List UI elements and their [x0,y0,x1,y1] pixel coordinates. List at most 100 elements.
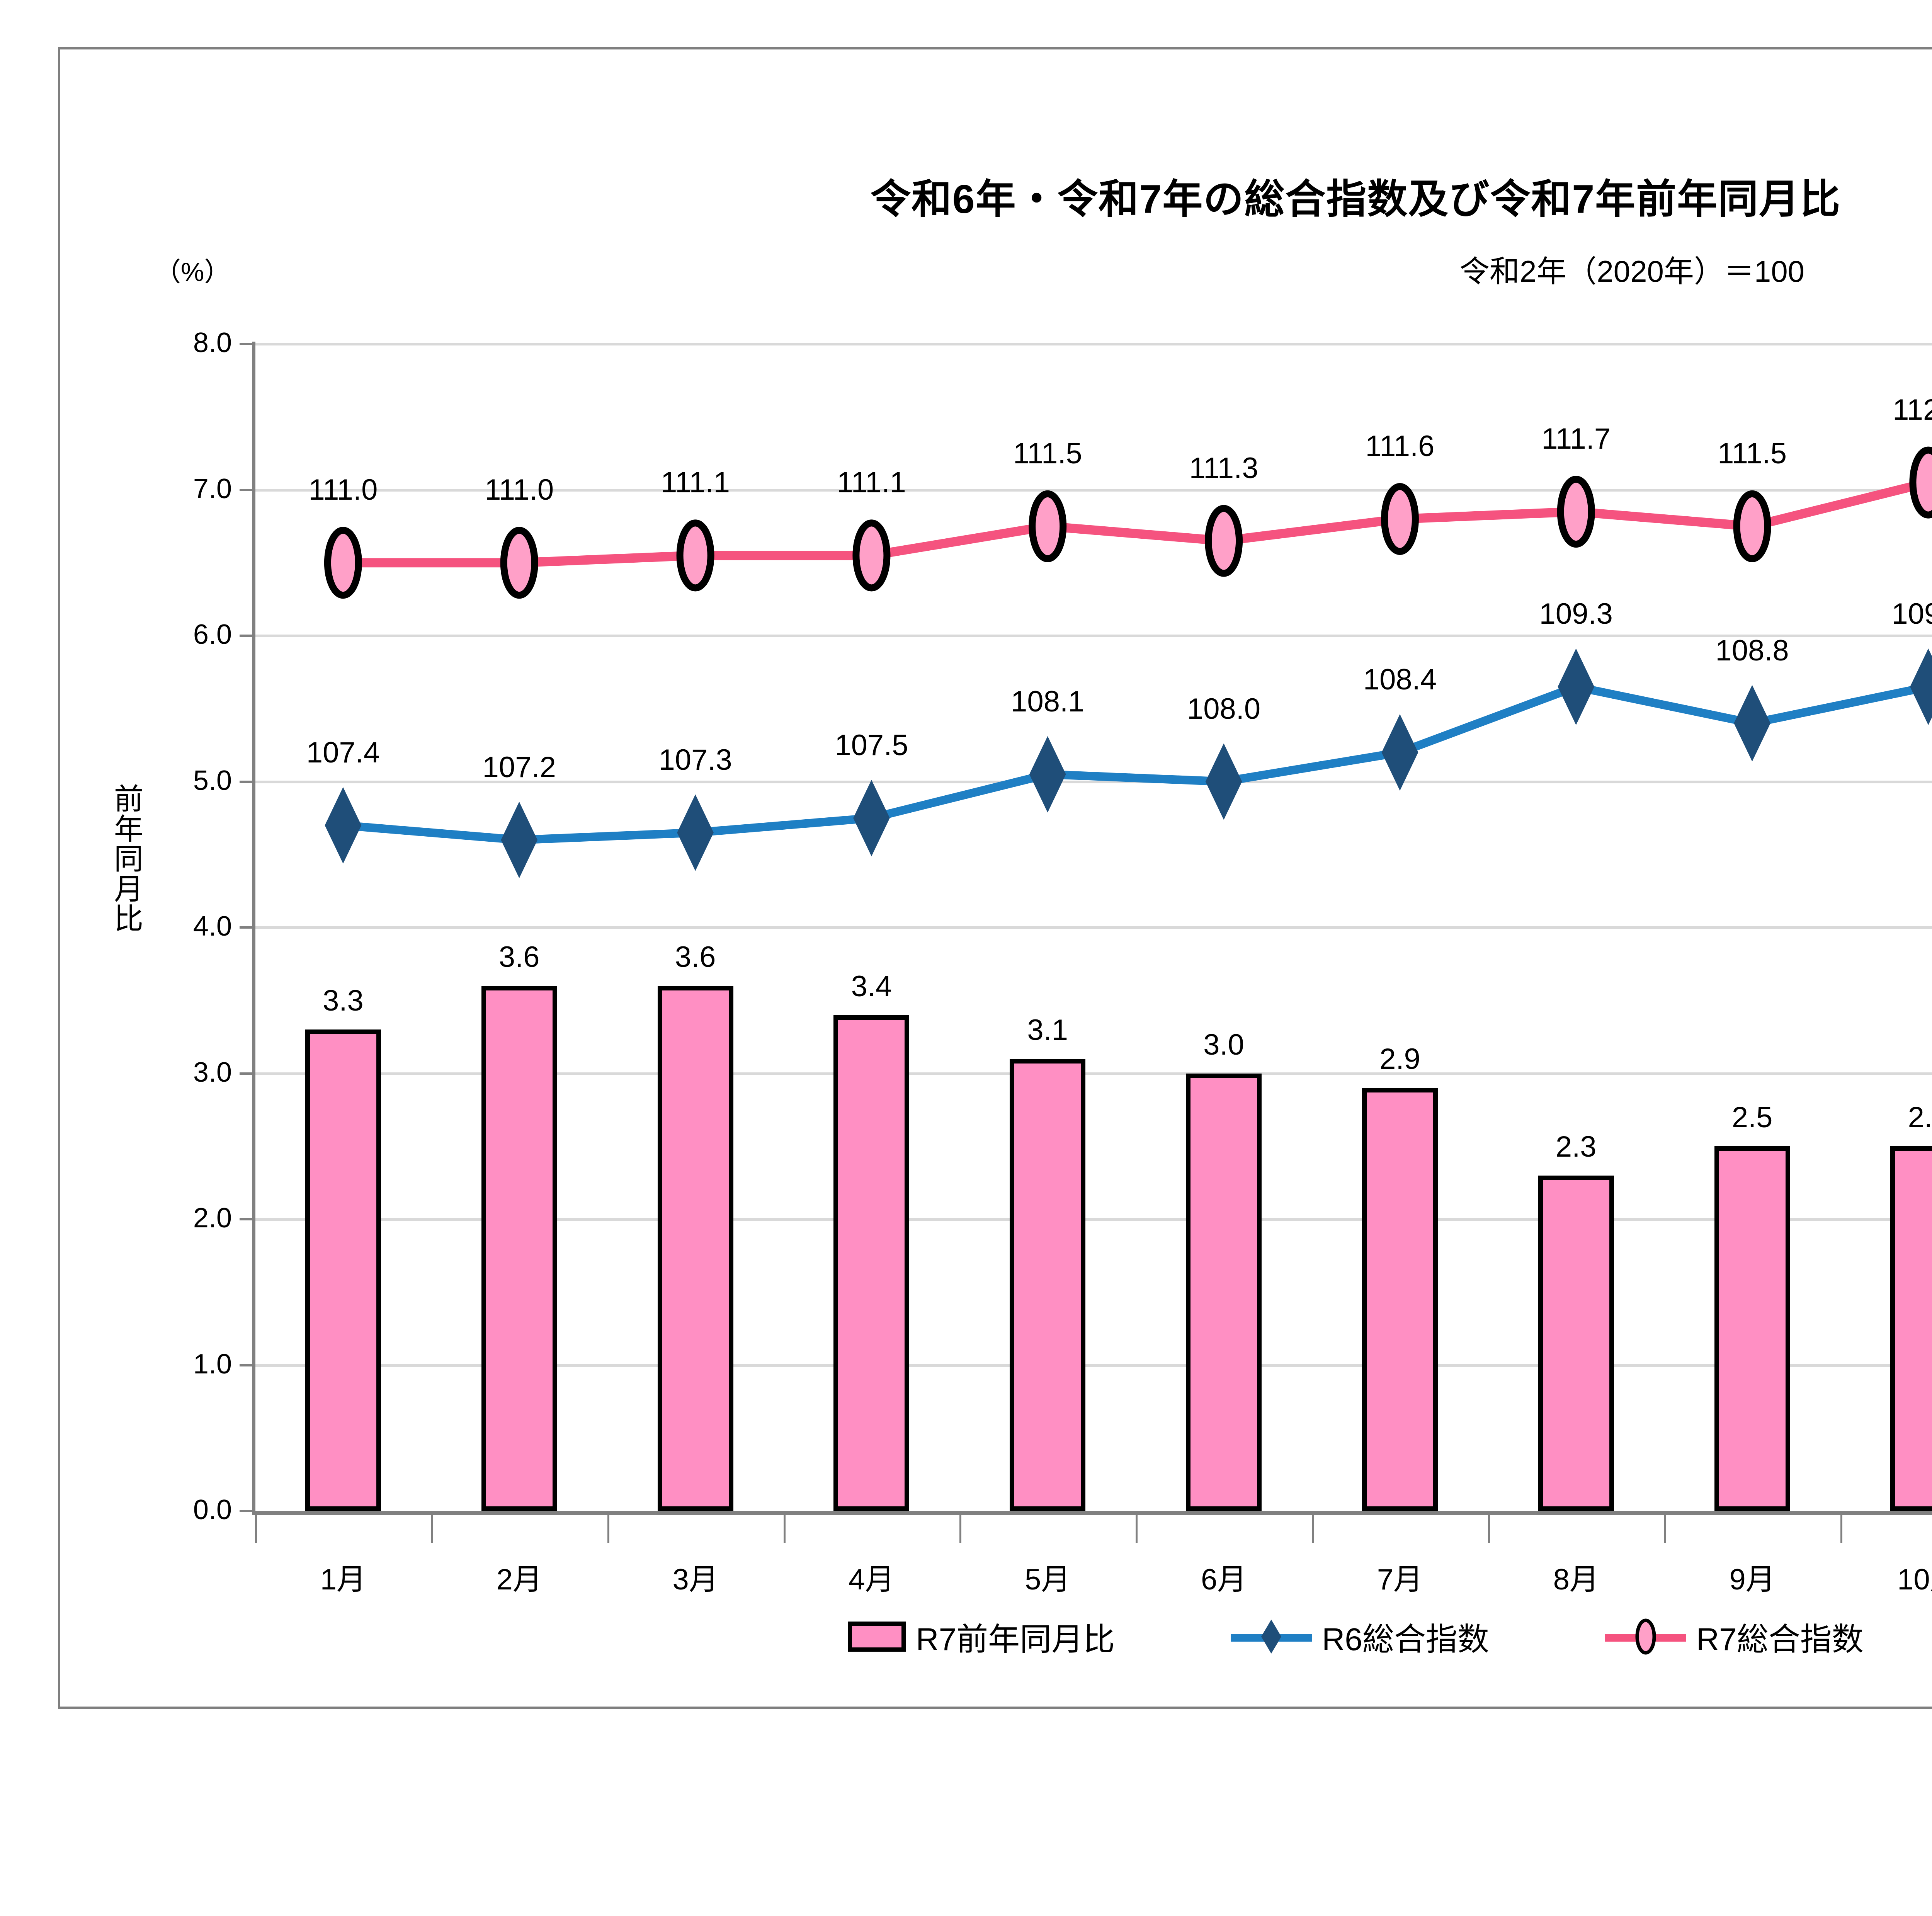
diamond-marker [1910,648,1932,725]
line-value-label: 107.5 [835,728,908,762]
bar [1538,1175,1614,1511]
gridline [255,1218,1932,1221]
legend-item[interactable]: R7総合指数 [1605,1613,1864,1659]
circle-marker [1029,490,1067,562]
line-value-label: 109.3 [1891,597,1932,631]
line-value-label: 111.5 [1718,437,1787,470]
line-value-label: 111.1 [661,466,730,499]
line-value-label: 108.0 [1187,692,1261,725]
circle-marker [1557,476,1595,548]
x-axis-tick [1840,1515,1842,1543]
line-value-label: 107.2 [482,750,556,784]
circle-marker [1909,446,1932,519]
bar-value-label: 3.6 [675,941,716,973]
x-axis-label: 5月 [1025,1563,1071,1596]
legend-item[interactable]: R6総合指数 [1231,1613,1489,1659]
line-value-label: 107.4 [306,736,380,769]
line-value-label: 112.1 [1893,393,1932,426]
x-axis-label: 7月 [1377,1563,1423,1596]
y-axis-left-tick-label: 5.0 [193,765,232,796]
x-axis-label: 10月 [1897,1563,1932,1596]
legend-diamond-line-icon [1231,1619,1312,1654]
line-path [338,681,1932,844]
diamond-marker [1558,648,1595,725]
x-axis-label: 1月 [320,1563,366,1596]
y-axis-left-tick [240,926,253,929]
x-axis-tick [1488,1515,1490,1543]
y-axis-left-line [252,342,255,1513]
circle-marker [500,527,538,599]
y-axis-left-tick [240,488,253,491]
line-value-label: 111.6 [1365,430,1435,463]
line-value-label: 111.7 [1541,422,1611,456]
circle-marker [324,527,362,599]
bar-value-label: 3.6 [498,941,540,973]
gridline [255,1364,1932,1367]
gridline [255,926,1932,929]
line-value-label: 109.3 [1539,597,1613,631]
circle-marker [1381,483,1419,555]
x-axis-tick [959,1515,962,1543]
bar [657,986,733,1511]
chart-legend: R7前年同月比 R6総合指数 R7総合指数 [0,1613,1932,1659]
legend-marker-icon [1261,1619,1282,1654]
bar-value-label: 2.9 [1379,1043,1420,1076]
bar [481,986,557,1511]
legend-marker-icon [1635,1618,1656,1654]
plot-area: 0.01.02.03.04.05.06.07.08.0 98.0100.0102… [193,327,1932,1596]
legend-item[interactable]: R7前年同月比 [848,1613,1115,1659]
gridline [255,488,1932,492]
diamond-marker [1734,685,1770,762]
circle-marker [676,519,714,592]
bar [1714,1146,1790,1511]
y-axis-left-tick [240,780,253,783]
x-axis-tick [1312,1515,1314,1543]
y-axis-left-tick [240,1072,253,1075]
x-axis-label: 4月 [849,1563,895,1596]
bar [1010,1058,1086,1511]
diamond-marker [677,794,714,871]
line-value-label: 111.5 [1013,437,1082,470]
y-axis-left-tick [240,1364,253,1366]
diamond-marker [325,787,362,864]
unit-label: （%） [155,257,231,287]
diamond-marker [1029,736,1066,813]
bar-value-label: 2.5 [1908,1101,1932,1134]
base-year-note: 令和2年（2020年）＝100 [1459,254,1804,288]
legend-label: R7前年同月比 [916,1622,1115,1657]
bar [1186,1073,1262,1511]
x-axis-label: 2月 [496,1563,542,1596]
bar-value-label: 3.0 [1203,1028,1244,1061]
gridline [255,780,1932,783]
y-axis-left-tick-label: 1.0 [193,1348,232,1380]
circle-marker [852,519,891,592]
line-value-label: 108.4 [1363,663,1437,696]
bar-value-label: 2.3 [1555,1130,1597,1163]
page-title: 令和6年・令和7年の総合指数及び令和7年前年同月比 [870,177,1841,222]
diamond-marker [1205,743,1242,820]
diamond-marker [1381,714,1418,791]
y-axis-left-tick [240,635,253,637]
legend-label: R7総合指数 [1696,1622,1864,1657]
diamond-marker [501,801,538,878]
line-path [338,476,1932,568]
circle-marker [1733,490,1771,562]
y-axis-left-tick-label: 8.0 [193,327,232,358]
diamond-marker [853,779,890,856]
x-axis-line [252,1511,1932,1515]
bar [1890,1146,1932,1511]
bar [1362,1088,1438,1511]
x-axis-label: 6月 [1201,1563,1247,1596]
x-axis-label: 9月 [1729,1563,1775,1596]
y-axis-left-title: 前年同月比 [114,783,143,936]
bar-value-label: 3.4 [851,970,892,1003]
x-axis-tick [431,1515,433,1543]
bar [305,1029,381,1511]
legend-circle-line-icon [1605,1618,1686,1654]
line-value-label: 108.1 [1011,685,1085,718]
gridline [255,343,1932,345]
line-value-label: 111.3 [1189,451,1259,485]
gridline [255,1072,1932,1075]
y-axis-left-tick-label: 3.0 [193,1057,232,1088]
line-value-label: 111.0 [485,473,554,507]
